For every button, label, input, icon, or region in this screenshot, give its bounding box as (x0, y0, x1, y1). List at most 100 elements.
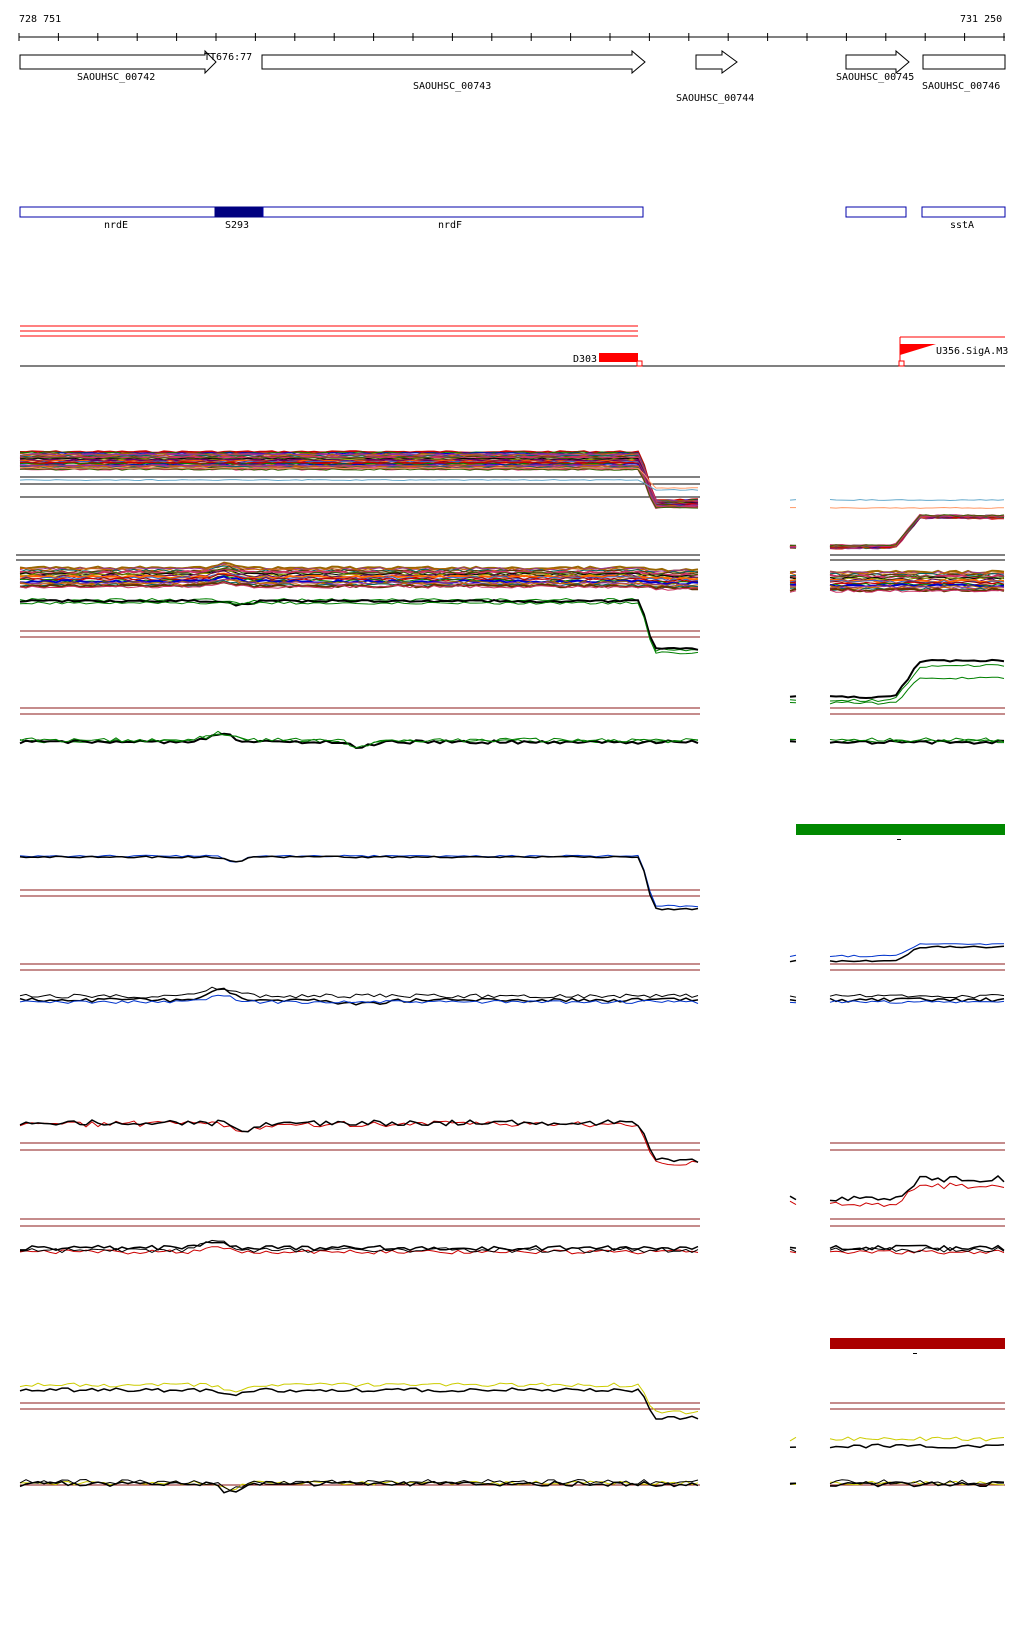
expression-trace (789, 954, 797, 957)
expression-trace (19, 581, 699, 591)
expression-trace (829, 997, 1005, 1003)
expression-trace (19, 572, 699, 582)
expression-trace (19, 463, 699, 507)
expression-trace (19, 987, 699, 1006)
feature-u356-tick (898, 360, 905, 367)
expression-trace (789, 995, 797, 998)
expression-trace (19, 478, 699, 491)
expression-trace (19, 1382, 699, 1415)
expression-trace (829, 498, 1005, 502)
expression-trace (19, 855, 699, 911)
expression-trace (789, 588, 797, 592)
annotation-label-ssta: sstA (950, 220, 974, 231)
expression-trace (829, 1443, 1005, 1449)
marker-label: TT676:77 (204, 52, 252, 63)
expression-trace (19, 450, 699, 502)
expression-trace (789, 580, 797, 583)
expression-trace (19, 1480, 699, 1494)
gene-label-saouhsc-00742: SAOUHSC_00742 (77, 72, 155, 83)
expression-trace (789, 572, 797, 576)
expression-trace (19, 464, 699, 508)
expression-trace (829, 1479, 1004, 1485)
expression-trace (829, 664, 1005, 703)
expression-trace (829, 1000, 1005, 1004)
expression-trace (19, 597, 699, 652)
expression-trace (829, 658, 1005, 700)
expression-trace (829, 945, 1005, 963)
expression-trace (789, 695, 797, 698)
expression-trace (829, 589, 1005, 593)
expression-trace (829, 1481, 1005, 1488)
expression-trace (19, 598, 699, 651)
gene-arrow-saouhsc-00745[interactable]: SAOUHSC_00745 (836, 49, 914, 83)
expression-trace (829, 506, 1004, 509)
expression-trace (829, 1436, 1005, 1442)
expression-trace (829, 943, 1005, 958)
gene-track: SAOUHSC_00742 TT676:77 SAOUHSC_00743 SAO… (19, 49, 1006, 104)
green-condition-bar[interactable] (796, 824, 1005, 835)
expression-trace (789, 1251, 797, 1254)
red-condition-bar[interactable] (830, 1338, 1005, 1349)
gene-arrow-saouhsc-00744[interactable]: SAOUHSC_00744 (676, 50, 754, 104)
annotation-track: nrdE S293 nrdF sstA (19, 206, 1006, 231)
expression-trace (829, 1246, 1005, 1253)
annotation-box-s293[interactable] (214, 206, 264, 218)
expression-trace (789, 999, 797, 1002)
expression-trace (789, 499, 797, 501)
annotation-box-00745[interactable] (845, 206, 907, 218)
expression-trace (829, 583, 1005, 588)
expression-trace (829, 585, 1005, 590)
expression-trace (789, 959, 797, 963)
feature-d303-tick (636, 360, 643, 367)
expression-trace (789, 1436, 797, 1442)
expression-trace (829, 737, 1005, 743)
feature-u356-flag[interactable] (900, 344, 936, 355)
gene-arrow-saouhsc-00742[interactable]: SAOUHSC_00742 (19, 49, 217, 83)
gene-label-saouhsc-00746: SAOUHSC_00746 (922, 81, 1000, 92)
expression-trace (829, 586, 1005, 591)
expression-trace (789, 1195, 797, 1201)
expression-trace (789, 1246, 797, 1249)
annotation-box-nrde[interactable] (19, 206, 217, 218)
annotation-box-ssta[interactable] (921, 206, 1006, 218)
expression-trace (829, 676, 1005, 705)
annotation-box-nrdf[interactable] (262, 206, 644, 218)
expression-trace (19, 466, 699, 510)
expression-trace (19, 461, 699, 507)
expression-trace (19, 578, 699, 587)
expression-trace (19, 601, 699, 655)
gene-label-saouhsc-00744: SAOUHSC_00744 (676, 93, 754, 104)
expression-trace (19, 994, 699, 1005)
expression-trace (19, 466, 699, 489)
annotation-label-nrde: nrdE (104, 220, 128, 231)
expression-trace (789, 699, 797, 701)
feature-track: D303 U356.SigA.M3 (20, 325, 1008, 367)
expression-trace (19, 465, 699, 508)
gene-arrow-saouhsc-00746[interactable]: SAOUHSC_00746 (922, 54, 1006, 92)
expression-trace (789, 1200, 797, 1206)
coordinate-ruler: 728 751 731 250 (18, 14, 1005, 41)
expression-trace (829, 514, 1005, 547)
expression-trace (789, 583, 797, 587)
expression-trace (19, 1246, 699, 1255)
expression-trace (19, 732, 699, 750)
end-coordinate: 731 250 (960, 14, 1002, 25)
expression-trace (829, 569, 1005, 575)
expression-trace (829, 1182, 1005, 1207)
expression-trace (19, 1119, 699, 1163)
feature-d303-block[interactable] (599, 353, 638, 362)
expression-trace (829, 575, 1004, 580)
expression-trace (829, 1175, 1005, 1202)
expression-trace (789, 576, 797, 580)
expression-trace (789, 579, 797, 583)
annotation-label-s293: S293 (225, 220, 249, 231)
expression-trace (19, 466, 699, 509)
gene-label-saouhsc-00745: SAOUHSC_00745 (836, 72, 914, 83)
start-coordinate: 728 751 (19, 14, 61, 25)
expression-trace (19, 1239, 699, 1254)
gene-label-saouhsc-00743: SAOUHSC_00743 (413, 81, 491, 92)
expression-trace (19, 466, 699, 508)
expression-trace (19, 1120, 699, 1166)
gene-arrow-saouhsc-00743[interactable]: SAOUHSC_00743 (261, 49, 646, 92)
